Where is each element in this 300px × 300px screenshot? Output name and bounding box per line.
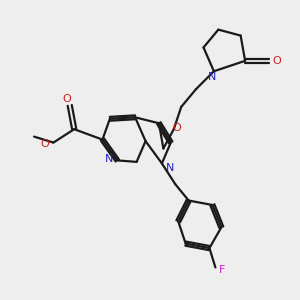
Text: N: N [208, 72, 217, 82]
Text: N: N [166, 164, 174, 173]
Text: N: N [105, 154, 113, 164]
Text: O: O [272, 56, 281, 66]
Text: O: O [41, 139, 50, 149]
Text: F: F [219, 266, 225, 275]
Text: O: O [62, 94, 71, 104]
Text: O: O [172, 123, 181, 133]
